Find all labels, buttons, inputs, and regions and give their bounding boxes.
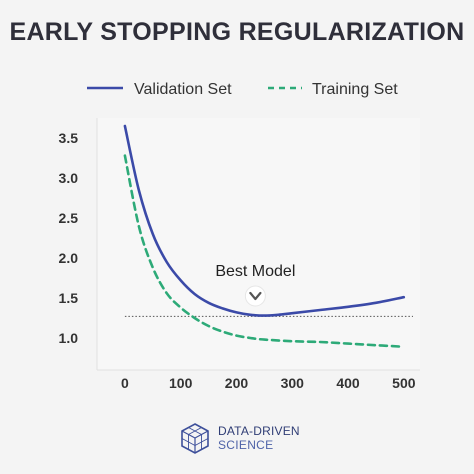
validation-set-line xyxy=(123,124,406,317)
best-model-label: Best Model xyxy=(215,263,295,280)
y-tick-label: 2.0 xyxy=(59,250,79,266)
x-tick-label: 300 xyxy=(281,375,305,391)
brand-name-line1: DATA-DRIVEN xyxy=(218,424,300,438)
y-tick-label: 2.5 xyxy=(59,210,79,226)
brand-logo: DATA-DRIVEN SCIENCE xyxy=(180,422,300,454)
legend-training-label: Training Set xyxy=(312,81,398,98)
x-tick-label: 500 xyxy=(392,375,416,391)
y-tick-label: 1.5 xyxy=(59,290,79,306)
x-tick-label: 400 xyxy=(336,375,360,391)
y-tick-label: 1.0 xyxy=(59,330,79,346)
chart-title: EARLY STOPPING REGULARIZATION xyxy=(9,18,465,46)
chart-axes: 1.0 1.5 2.0 2.5 3.0 3.5 0 100 200 300 400 500 xyxy=(59,118,420,391)
chevron-down-icon xyxy=(249,291,262,301)
y-tick-label: 3.0 xyxy=(59,170,79,186)
x-tick-label: 100 xyxy=(169,375,193,391)
legend-validation-label: Validation Set xyxy=(134,81,232,98)
legend: Validation Set Training Set xyxy=(87,81,398,98)
x-tick-label: 0 xyxy=(121,375,129,391)
hexagon-cube-icon xyxy=(181,423,209,454)
brand-name-line2: SCIENCE xyxy=(218,438,274,452)
chart-annotations: Best Model xyxy=(215,263,295,307)
x-tick-label: 200 xyxy=(225,375,249,391)
training-set-line xyxy=(123,154,406,349)
plot-area xyxy=(97,118,420,370)
chart-series xyxy=(123,124,413,349)
y-tick-label: 3.5 xyxy=(59,130,79,146)
best-model-marker xyxy=(244,285,266,307)
